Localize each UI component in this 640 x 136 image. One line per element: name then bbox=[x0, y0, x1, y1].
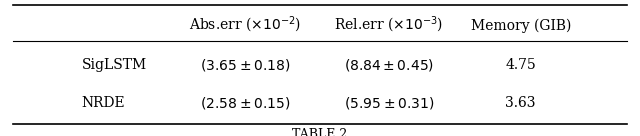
Text: SigLSTM: SigLSTM bbox=[82, 58, 147, 72]
Text: NRDE: NRDE bbox=[82, 96, 125, 110]
Text: Abs.err ($\times10^{-2}$): Abs.err ($\times10^{-2}$) bbox=[189, 15, 301, 35]
Text: Memory (GIB): Memory (GIB) bbox=[470, 18, 571, 33]
Text: $(8.84 \pm 0.45)$: $(8.84 \pm 0.45)$ bbox=[344, 57, 434, 73]
Text: Rel.err ($\times10^{-3}$): Rel.err ($\times10^{-3}$) bbox=[334, 15, 444, 35]
Text: $(3.65 \pm 0.18)$: $(3.65 \pm 0.18)$ bbox=[200, 57, 290, 73]
Text: 4.75: 4.75 bbox=[506, 58, 536, 72]
Text: 3.63: 3.63 bbox=[506, 96, 536, 110]
Text: $(2.58 \pm 0.15)$: $(2.58 \pm 0.15)$ bbox=[200, 95, 290, 111]
Text: $(5.95 \pm 0.31)$: $(5.95 \pm 0.31)$ bbox=[344, 95, 434, 111]
Text: TABLE 2: TABLE 2 bbox=[292, 128, 348, 136]
